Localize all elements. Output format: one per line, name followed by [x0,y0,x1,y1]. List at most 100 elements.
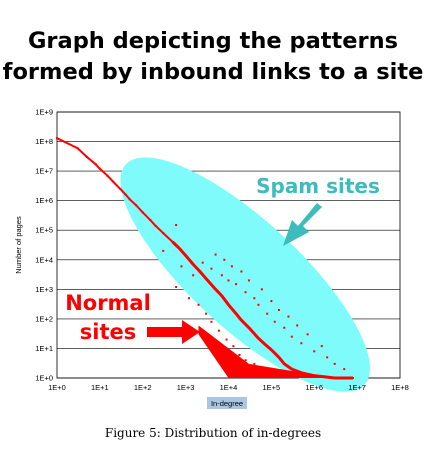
data-point [313,350,316,353]
y-tick-label: 1E+7 [35,167,53,176]
x-tick-label: 1E+7 [348,383,366,392]
x-tick-label: 1E+4 [220,383,238,392]
data-point [162,249,165,252]
data-curve-segment [270,348,280,359]
data-point [277,308,280,311]
data-curve-segment [56,137,78,150]
data-point [253,297,256,300]
data-point [300,342,303,345]
spam-sites-label: Spam sites [256,174,380,198]
data-point [175,285,178,288]
data-curve-segment [234,312,243,322]
y-tick-label: 1E+4 [35,255,53,264]
data-point [210,267,213,270]
data-curve-segment [247,326,260,340]
data-curve-segment [135,204,144,214]
normal-arrow-icon [147,320,200,344]
scatter-series [56,137,354,380]
x-tick-label: 1E+5 [263,383,281,392]
data-curve-segment [162,232,174,243]
data-point [210,320,213,323]
y-tick-label: 1E+3 [35,285,53,294]
data-point [257,303,260,306]
y-tick-label: 1E+5 [35,226,53,235]
data-point [223,258,226,261]
data-point [260,288,263,291]
x-tick-label: 1E+3 [177,383,195,392]
y-tick-label: 1E+2 [35,314,53,323]
data-curve-segment [291,367,302,375]
data-curve-segment [240,319,251,329]
data-point [232,345,235,348]
data-curve-segment [76,147,88,158]
data-point [192,274,195,277]
data-point [253,362,256,365]
data-point [244,359,247,362]
normal-sites-label-line1: Normal [65,291,151,315]
data-point [238,354,241,357]
x-tick-label: 1E+2 [134,383,152,392]
data-point [240,270,243,273]
data-point [270,300,273,303]
data-point [290,335,293,338]
chart-title: Graph depicting the patterns formed by i… [0,26,426,88]
data-point [283,326,286,329]
data-point [326,356,329,359]
title-line-1: Graph depicting the patterns [27,28,399,54]
y-tick-label: 1E+0 [35,374,53,383]
data-point [225,338,228,341]
x-axis-label: In-degree [211,399,243,408]
data-curve-segment [197,269,208,280]
data-curve-segment [220,294,230,306]
data-point [343,368,346,371]
data-point [273,320,276,323]
spam-arrow-icon [283,203,322,246]
figure-caption: Figure 5: Distribution of in-degrees [104,426,322,440]
data-curve-segment [227,303,238,315]
data-point [296,324,299,327]
data-curve-segment [99,168,109,177]
x-tick-label: 1E+1 [91,383,109,392]
data-point [205,312,208,315]
data-point [217,329,220,332]
data-point [247,279,250,282]
y-tick-label: 1E+9 [35,108,53,117]
data-point [244,291,247,294]
data-point [201,261,204,264]
data-curve-segment [124,193,131,201]
data-point [227,279,230,282]
data-curve-segment [171,240,181,250]
data-point [214,253,217,256]
data-curve-segment [94,163,101,170]
y-tick-label: 1E+6 [35,196,53,205]
data-curve-segment [204,277,217,291]
normal-sites-label-line2: sites [80,320,136,344]
data-curve-segment [149,219,157,227]
data-curve-segment [257,337,266,346]
data-point [197,303,200,306]
data-point [230,265,233,268]
data-point [320,345,323,348]
data-curve-segment [142,211,152,221]
data-curve-segment [119,188,127,196]
data-curve-segment [192,263,200,272]
data-curve-segment [129,198,137,206]
data-point [306,333,309,336]
data-curve-segment [277,356,286,365]
data-point [235,283,238,286]
y-tick-label: 1E+1 [35,344,53,353]
data-point [180,265,183,268]
x-axis-label-bg [207,397,247,409]
data-curve-segment [112,180,122,190]
data-point [333,362,336,365]
title-line-2: formed by inbound links to a site [2,59,424,85]
data-point [175,224,178,227]
data-curve-segment [184,254,195,266]
data-curve-segment [214,288,223,297]
data-point [188,297,191,300]
normal-sites-mass [198,325,335,378]
x-tick-label: 1E+8 [391,383,409,392]
data-curve-segment [177,247,187,257]
data-curve-segment [86,156,97,166]
